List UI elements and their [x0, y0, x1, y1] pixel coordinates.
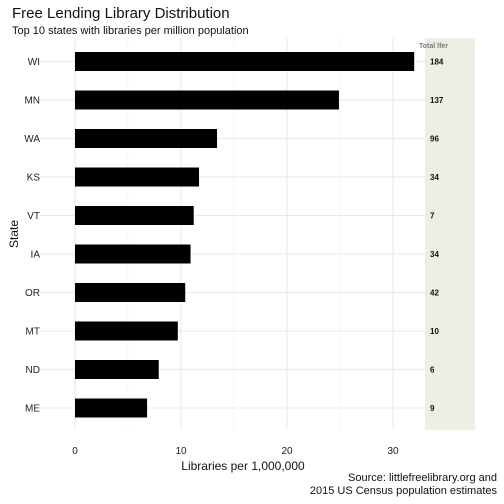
bar-vt — [75, 206, 194, 225]
y-tick-label-wi: WI — [28, 57, 40, 68]
total-value-or: 42 — [430, 289, 439, 298]
bar-mn — [75, 91, 339, 110]
x-axis-title: Libraries per 1,000,000 — [181, 459, 305, 473]
y-tick-label-wa: WA — [24, 134, 40, 145]
y-tick-label-me: ME — [25, 404, 40, 415]
caption-line-2: 2015 US Census population estimates — [310, 485, 498, 497]
caption-line-1: Source: littlefreelibrary.org and — [348, 472, 497, 484]
total-value-nd: 6 — [430, 366, 435, 375]
x-tick-labels: 0 10 20 30 — [72, 446, 399, 457]
chart-title: Free Lending Library Distribution — [12, 5, 230, 22]
total-value-ia: 34 — [430, 250, 439, 259]
chart-subtitle: Top 10 states with libraries per million… — [12, 25, 249, 37]
total-value-wa: 96 — [430, 135, 439, 144]
total-value-ks: 34 — [430, 173, 439, 182]
bar-ia — [75, 245, 191, 264]
y-tick-label-mt: MT — [26, 327, 40, 338]
y-tick-label-nd: ND — [26, 365, 40, 376]
y-tick-label-ia: IA — [31, 250, 41, 261]
bar-or — [75, 283, 185, 302]
total-value-mt: 10 — [430, 327, 439, 336]
bars — [75, 52, 414, 418]
bar-wi — [75, 52, 414, 71]
x-tick-label-10: 10 — [175, 446, 187, 457]
bar-ks — [75, 168, 199, 187]
totals-header: Total lfer — [419, 43, 448, 50]
total-value-me: 9 — [430, 404, 435, 413]
y-tick-label-ks: KS — [27, 173, 41, 184]
y-tick-label-or: OR — [25, 288, 40, 299]
total-value-vt: 7 — [430, 212, 435, 221]
x-tick-label-0: 0 — [72, 446, 78, 457]
x-tick-label-30: 30 — [387, 446, 399, 457]
bar-mt — [75, 322, 178, 341]
x-tick-label-20: 20 — [281, 446, 293, 457]
total-value-wi: 184 — [430, 58, 444, 67]
y-tick-label-vt: VT — [27, 211, 40, 222]
y-tick-labels: WI MN WA KS VT IA OR MT ND ME — [24, 57, 40, 415]
bar-nd — [75, 360, 159, 379]
y-tick-label-mn: MN — [24, 96, 40, 107]
bar-wa — [75, 129, 217, 148]
total-value-mn: 137 — [430, 96, 444, 105]
bar-me — [75, 399, 147, 418]
y-axis-title: State — [7, 220, 21, 248]
